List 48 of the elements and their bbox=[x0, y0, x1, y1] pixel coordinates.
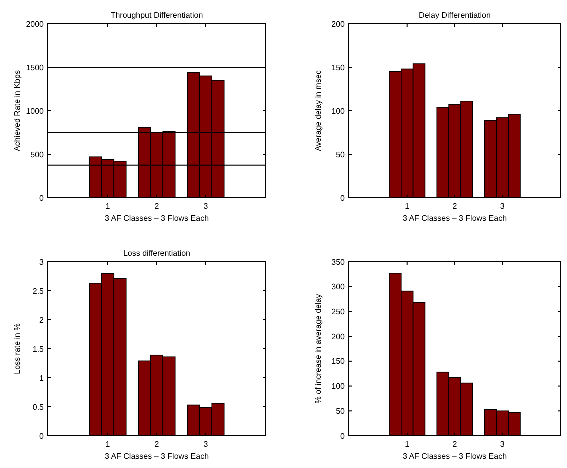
y-tick-label: 2.5 bbox=[32, 286, 45, 296]
y-tick-label: 200 bbox=[332, 332, 346, 342]
y-tick-label: 3 bbox=[40, 258, 45, 267]
y-axis-title: Loss rate in % bbox=[13, 324, 22, 374]
y-tick-label: 0 bbox=[40, 194, 45, 203]
chart-title: Throughput Differentiation bbox=[110, 11, 204, 20]
x-tick-label: 2 bbox=[452, 202, 458, 211]
y-tick-label: 50 bbox=[336, 150, 346, 160]
y-tick-label: 150 bbox=[332, 63, 346, 72]
y-tick-label: 0.5 bbox=[32, 402, 45, 412]
y-tick-label: 1 bbox=[40, 374, 45, 383]
y-tick-label: 0 bbox=[340, 432, 346, 441]
y-tick-label: 2000 bbox=[26, 20, 45, 29]
x-axis-title: 3 AF Classes – 3 Flows Each bbox=[104, 452, 210, 461]
y-tick-label: 1000 bbox=[26, 106, 45, 116]
y-tick-label: 500 bbox=[30, 150, 45, 160]
x-tick-label: 2 bbox=[154, 202, 160, 211]
x-tick-label: 1 bbox=[106, 202, 111, 211]
x-tick-label: 2 bbox=[452, 440, 458, 449]
x-tick-label: 3 bbox=[204, 202, 209, 211]
y-tick-label: 0 bbox=[340, 194, 346, 203]
x-axis-title: 3 AF Classes – 3 Flows Each bbox=[104, 214, 210, 223]
y-axis-title: % of increase in average delay bbox=[314, 294, 323, 404]
chart-title: Delay Differentiation bbox=[419, 11, 491, 20]
y-tick-label: 250 bbox=[332, 308, 346, 317]
x-tick-label: 3 bbox=[204, 440, 209, 449]
y-tick-label: 100 bbox=[332, 382, 346, 392]
y-axis-title: Average delay in msec bbox=[314, 70, 323, 152]
x-axis-title: 3 AF Classes – 3 Flows Each bbox=[402, 452, 508, 461]
x-tick-label: 1 bbox=[405, 202, 410, 211]
y-tick-label: 2 bbox=[40, 316, 45, 325]
y-tick-label: 100 bbox=[332, 106, 346, 116]
x-tick-label: 1 bbox=[405, 440, 410, 449]
x-tick-label: 3 bbox=[500, 440, 506, 449]
y-tick-label: 0 bbox=[40, 432, 45, 441]
y-tick-label: 50 bbox=[336, 406, 346, 416]
y-tick-label: 1.5 bbox=[32, 344, 45, 354]
y-axis-title: Achieved Rate in Kbps bbox=[13, 70, 22, 152]
chart-title: Loss differentiation bbox=[123, 249, 191, 258]
y-tick-label: 1500 bbox=[26, 63, 45, 72]
x-tick-label: 1 bbox=[106, 440, 111, 449]
x-axis-title: 3 AF Classes – 3 Flows Each bbox=[402, 214, 508, 223]
x-tick-label: 2 bbox=[154, 440, 160, 449]
y-tick-label: 150 bbox=[332, 357, 346, 366]
x-tick-label: 3 bbox=[500, 202, 506, 211]
y-tick-label: 200 bbox=[332, 20, 346, 29]
y-tick-label: 300 bbox=[332, 282, 346, 292]
y-tick-label: 350 bbox=[332, 258, 346, 267]
